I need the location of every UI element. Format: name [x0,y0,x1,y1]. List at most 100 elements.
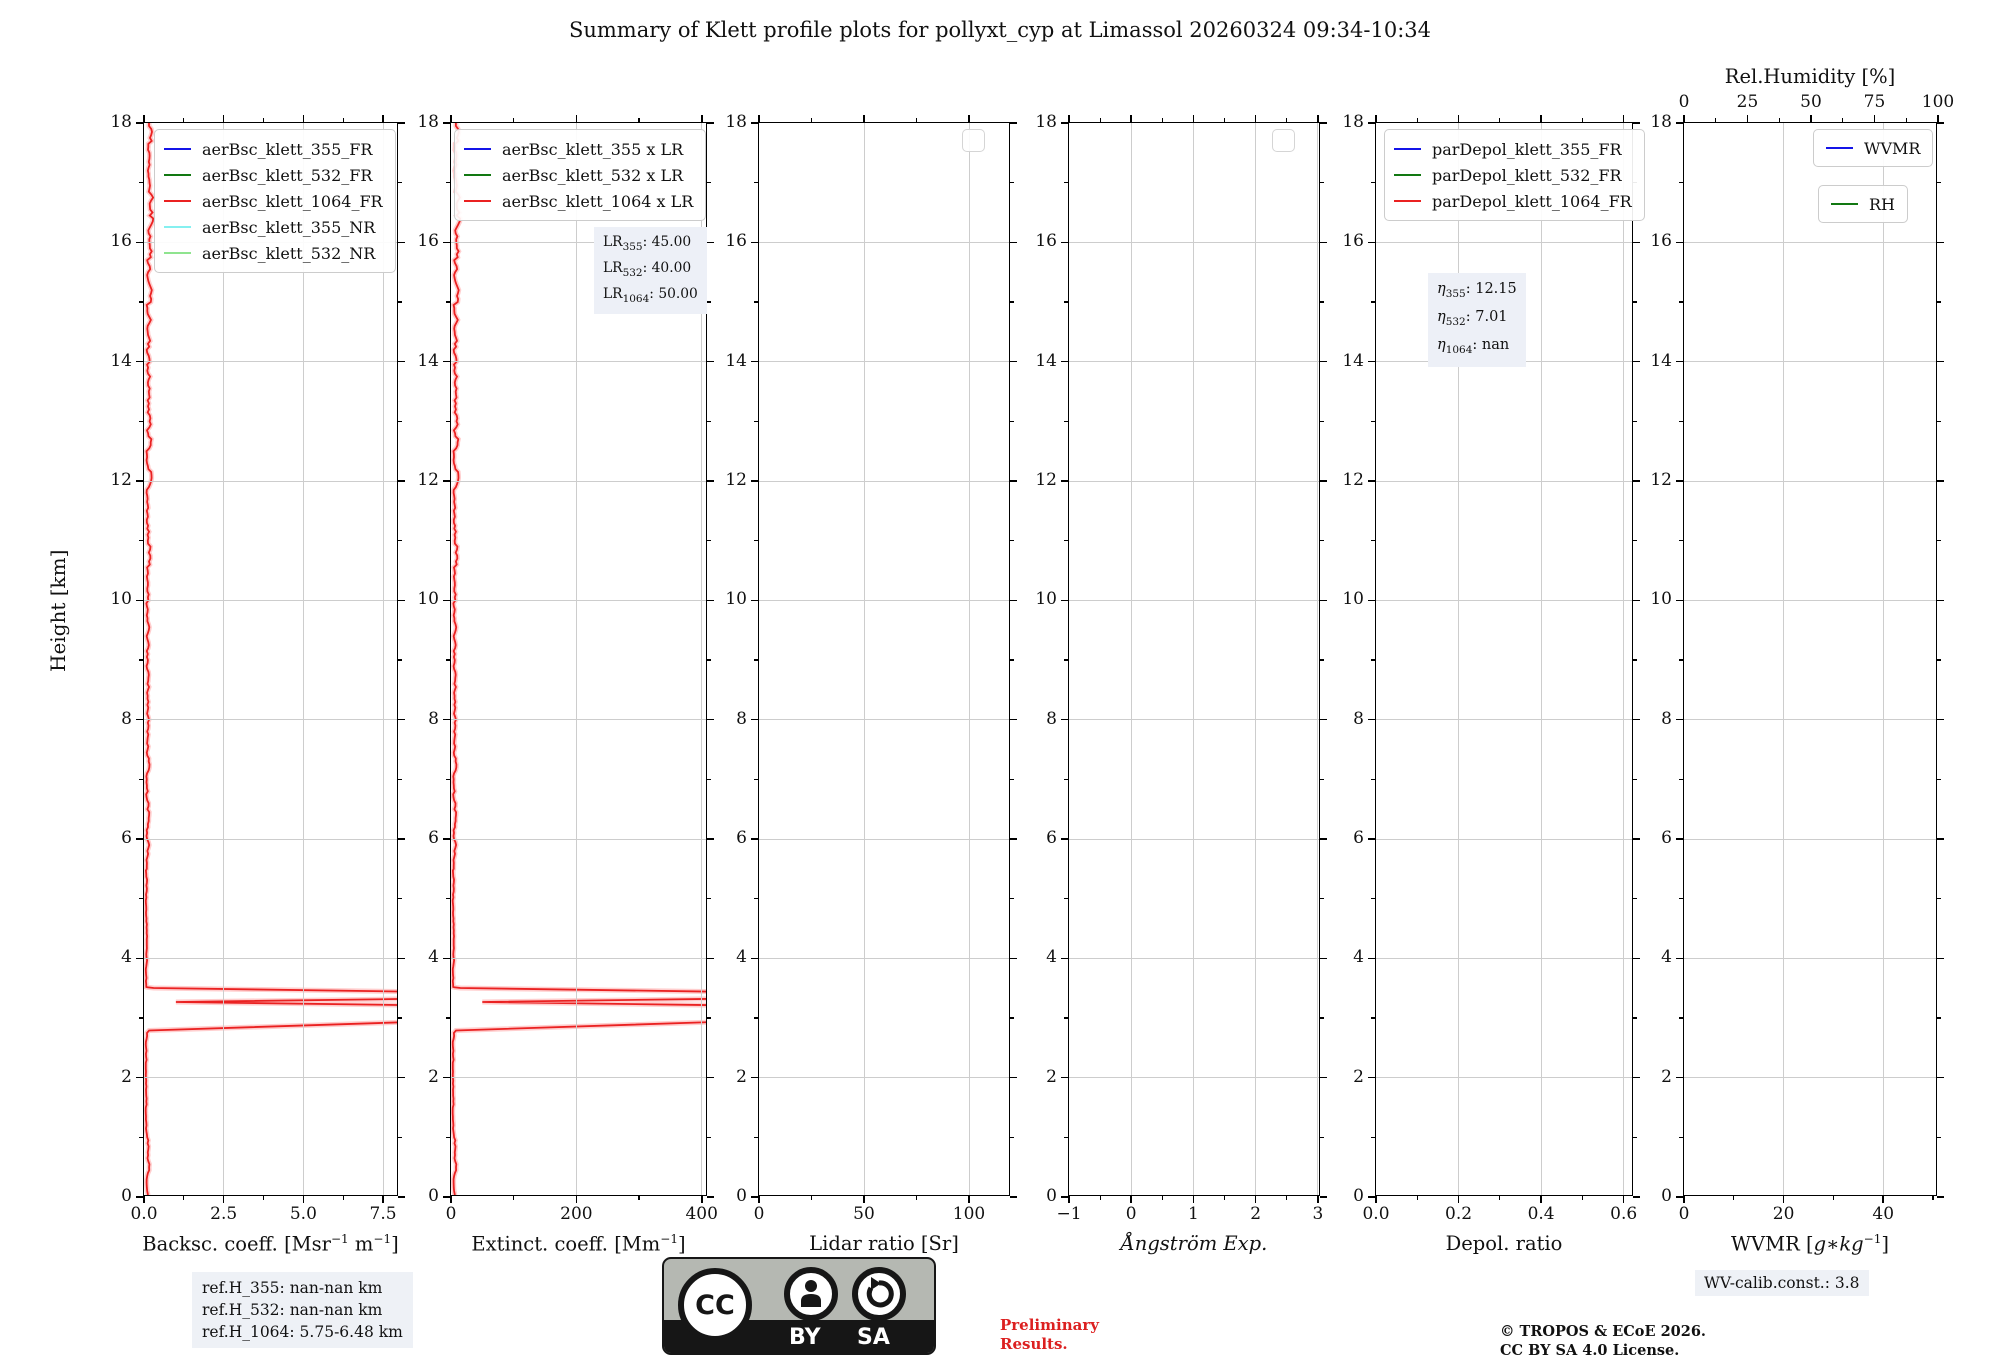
x-minor-tick [1733,1196,1735,1200]
y-minor-tick [1371,659,1375,661]
y-minor-tick [1371,1017,1375,1019]
y-minor-tick-right [398,778,402,780]
x-tick-label: 2.5 [210,1204,238,1224]
y-minor-tick [1064,182,1068,184]
x-major-tick [1068,1196,1070,1203]
y-major-tick-right [1010,241,1017,244]
y-major-tick-right [398,957,405,960]
y-minor-tick-right [1010,778,1014,780]
y-minor-tick [139,659,143,661]
y-minor-tick [1371,182,1375,184]
y-tick-label: 12 [110,470,132,490]
x-minor-tick-top [1416,118,1418,122]
y-major-tick [1368,957,1375,960]
y-tick-label: 10 [725,589,747,610]
y-major-tick [1368,599,1375,602]
wv-calibration-box: WV-calib.const.: 3.8 [1695,1270,1869,1296]
y-major-tick-right [398,838,405,840]
y-gridline [759,361,1009,363]
y-major-tick-right [398,241,405,244]
top-axis-major-tick [1746,115,1749,122]
figure-title: Summary of Klett profile plots for polly… [568,18,1431,42]
y-major-tick-right [1937,957,1944,960]
y-major-tick [136,241,143,244]
y-major-tick [1061,122,1068,124]
y-major-tick [1368,122,1375,124]
x-tick-label: 0.0 [1362,1204,1390,1224]
y-major-tick [136,838,143,840]
y-minor-tick [754,540,758,542]
y-gridline [1376,838,1632,840]
y-gridline [1069,241,1319,243]
x-gridline [863,123,865,1195]
y-major-tick-right [1010,718,1017,721]
y-tick-label: 0 [1661,1186,1672,1206]
y-minor-tick-right [1320,659,1324,661]
x-minor-tick-top [262,118,265,122]
y-minor-tick [1064,540,1068,542]
wvmr-plot: WVMR RH 0 25 50 75 100 0 20 40 0 2 4 6 8 10 12 14 16 18 [1650,92,1954,1224]
x-minor-tick [262,1196,265,1200]
y-minor-tick-right [1320,301,1324,303]
y-tick-label: 18 [1342,112,1364,132]
y-minor-tick [446,420,450,422]
x-major-tick-top [1457,115,1460,122]
eta-1064-row: η1064: nan [1437,336,1510,356]
y-major-tick [1676,241,1683,244]
angstrom-xlabel: Ångström Exp. [1120,1232,1268,1255]
y-major-tick-right [1320,957,1327,960]
y-major-tick [1676,1076,1683,1079]
y-major-tick-right [1320,718,1327,721]
x-tick-label: 0.0 [130,1204,158,1224]
y-gridline [1376,480,1632,482]
aerBsc-klett-1064-curve [451,123,706,1195]
y-gridline [1684,838,1936,840]
x-minor-tick-top [1161,118,1163,122]
x-major-tick-top [1622,115,1625,122]
y-gridline [1684,599,1936,601]
legend-label: aerBsc_klett_355_NR [202,217,376,237]
x-minor-tick-top [513,118,515,122]
y-tick-label: 16 [110,231,132,252]
y-tick-label: 0 [121,1186,132,1206]
legend-entry: aerBsc_klett_1064_FR [164,188,383,214]
x-major-tick [1192,1196,1195,1203]
y-major-tick [443,838,450,840]
y-gridline [1684,480,1936,482]
y-major-tick [443,957,450,960]
x-major-tick-top [382,115,384,122]
y-tick-label: 6 [428,828,439,848]
y-major-tick-right [1633,360,1640,363]
y-minor-tick [1064,778,1068,780]
top-axis-tick-label: 0 [1678,92,1690,112]
y-minor-tick-right [1320,778,1324,780]
y-minor-tick [1371,540,1375,542]
y-minor-tick-right [1937,778,1941,780]
y-tick-label: 8 [121,708,132,729]
y-minor-tick [1064,301,1068,303]
y-major-tick [136,122,143,124]
y-tick-label: 8 [428,708,439,729]
y-major-tick-right [1937,599,1944,602]
legend-label: parDepol_klett_1064_FR [1432,191,1632,211]
y-gridline [144,480,397,482]
y-major-tick [443,1196,450,1198]
x-minor-tick [1161,1196,1163,1200]
y-tick-label: 10 [1035,589,1057,610]
y-minor-tick [1371,420,1375,422]
rh-legend: RH [1818,185,1908,223]
y-gridline [144,957,397,959]
x-major-tick [222,1196,225,1203]
lr-532-row: LR532: 40.00 [603,259,692,279]
y-minor-tick-right [1320,898,1324,900]
y-major-tick [443,599,450,602]
y-major-tick-right [398,1196,405,1198]
y-major-tick [1061,480,1068,482]
legend-label: aerBsc_klett_532 x LR [502,165,684,185]
x-major-tick-top [575,115,578,122]
y-tick-label: 0 [1046,1186,1057,1206]
curve-area [451,123,706,1195]
y-major-tick-right [1320,1196,1327,1198]
y-minor-tick-right [707,659,711,661]
wvmr-legend: WVMR [1813,129,1934,167]
